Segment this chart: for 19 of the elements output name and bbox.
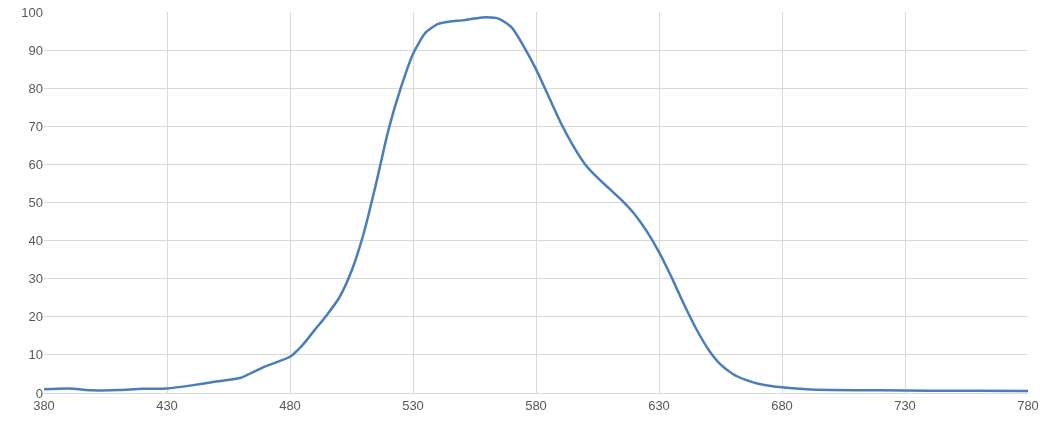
x-tick-label: 580 bbox=[525, 397, 547, 413]
y-tick-label: 10 bbox=[28, 347, 43, 363]
x-tick-label: 430 bbox=[156, 397, 178, 413]
y-tick-label: 100 bbox=[21, 4, 43, 20]
y-tick-label: 20 bbox=[28, 309, 43, 325]
x-tick-label: 480 bbox=[279, 397, 301, 413]
x-tick-label: 730 bbox=[894, 397, 916, 413]
y-tick-label: 70 bbox=[28, 118, 43, 134]
x-tick-label: 530 bbox=[402, 397, 424, 413]
x-tick-label: 680 bbox=[771, 397, 793, 413]
y-tick-label: 90 bbox=[28, 42, 43, 58]
line-series bbox=[44, 16, 1028, 393]
x-tick-label: 780 bbox=[1017, 397, 1039, 413]
y-tick-label: 60 bbox=[28, 156, 43, 172]
y-tick-label: 50 bbox=[28, 195, 43, 211]
x-tick-label: 630 bbox=[648, 397, 670, 413]
y-tick-label: 40 bbox=[28, 233, 43, 249]
y-tick-label: 80 bbox=[28, 80, 43, 96]
y-tick-label: 30 bbox=[28, 271, 43, 287]
